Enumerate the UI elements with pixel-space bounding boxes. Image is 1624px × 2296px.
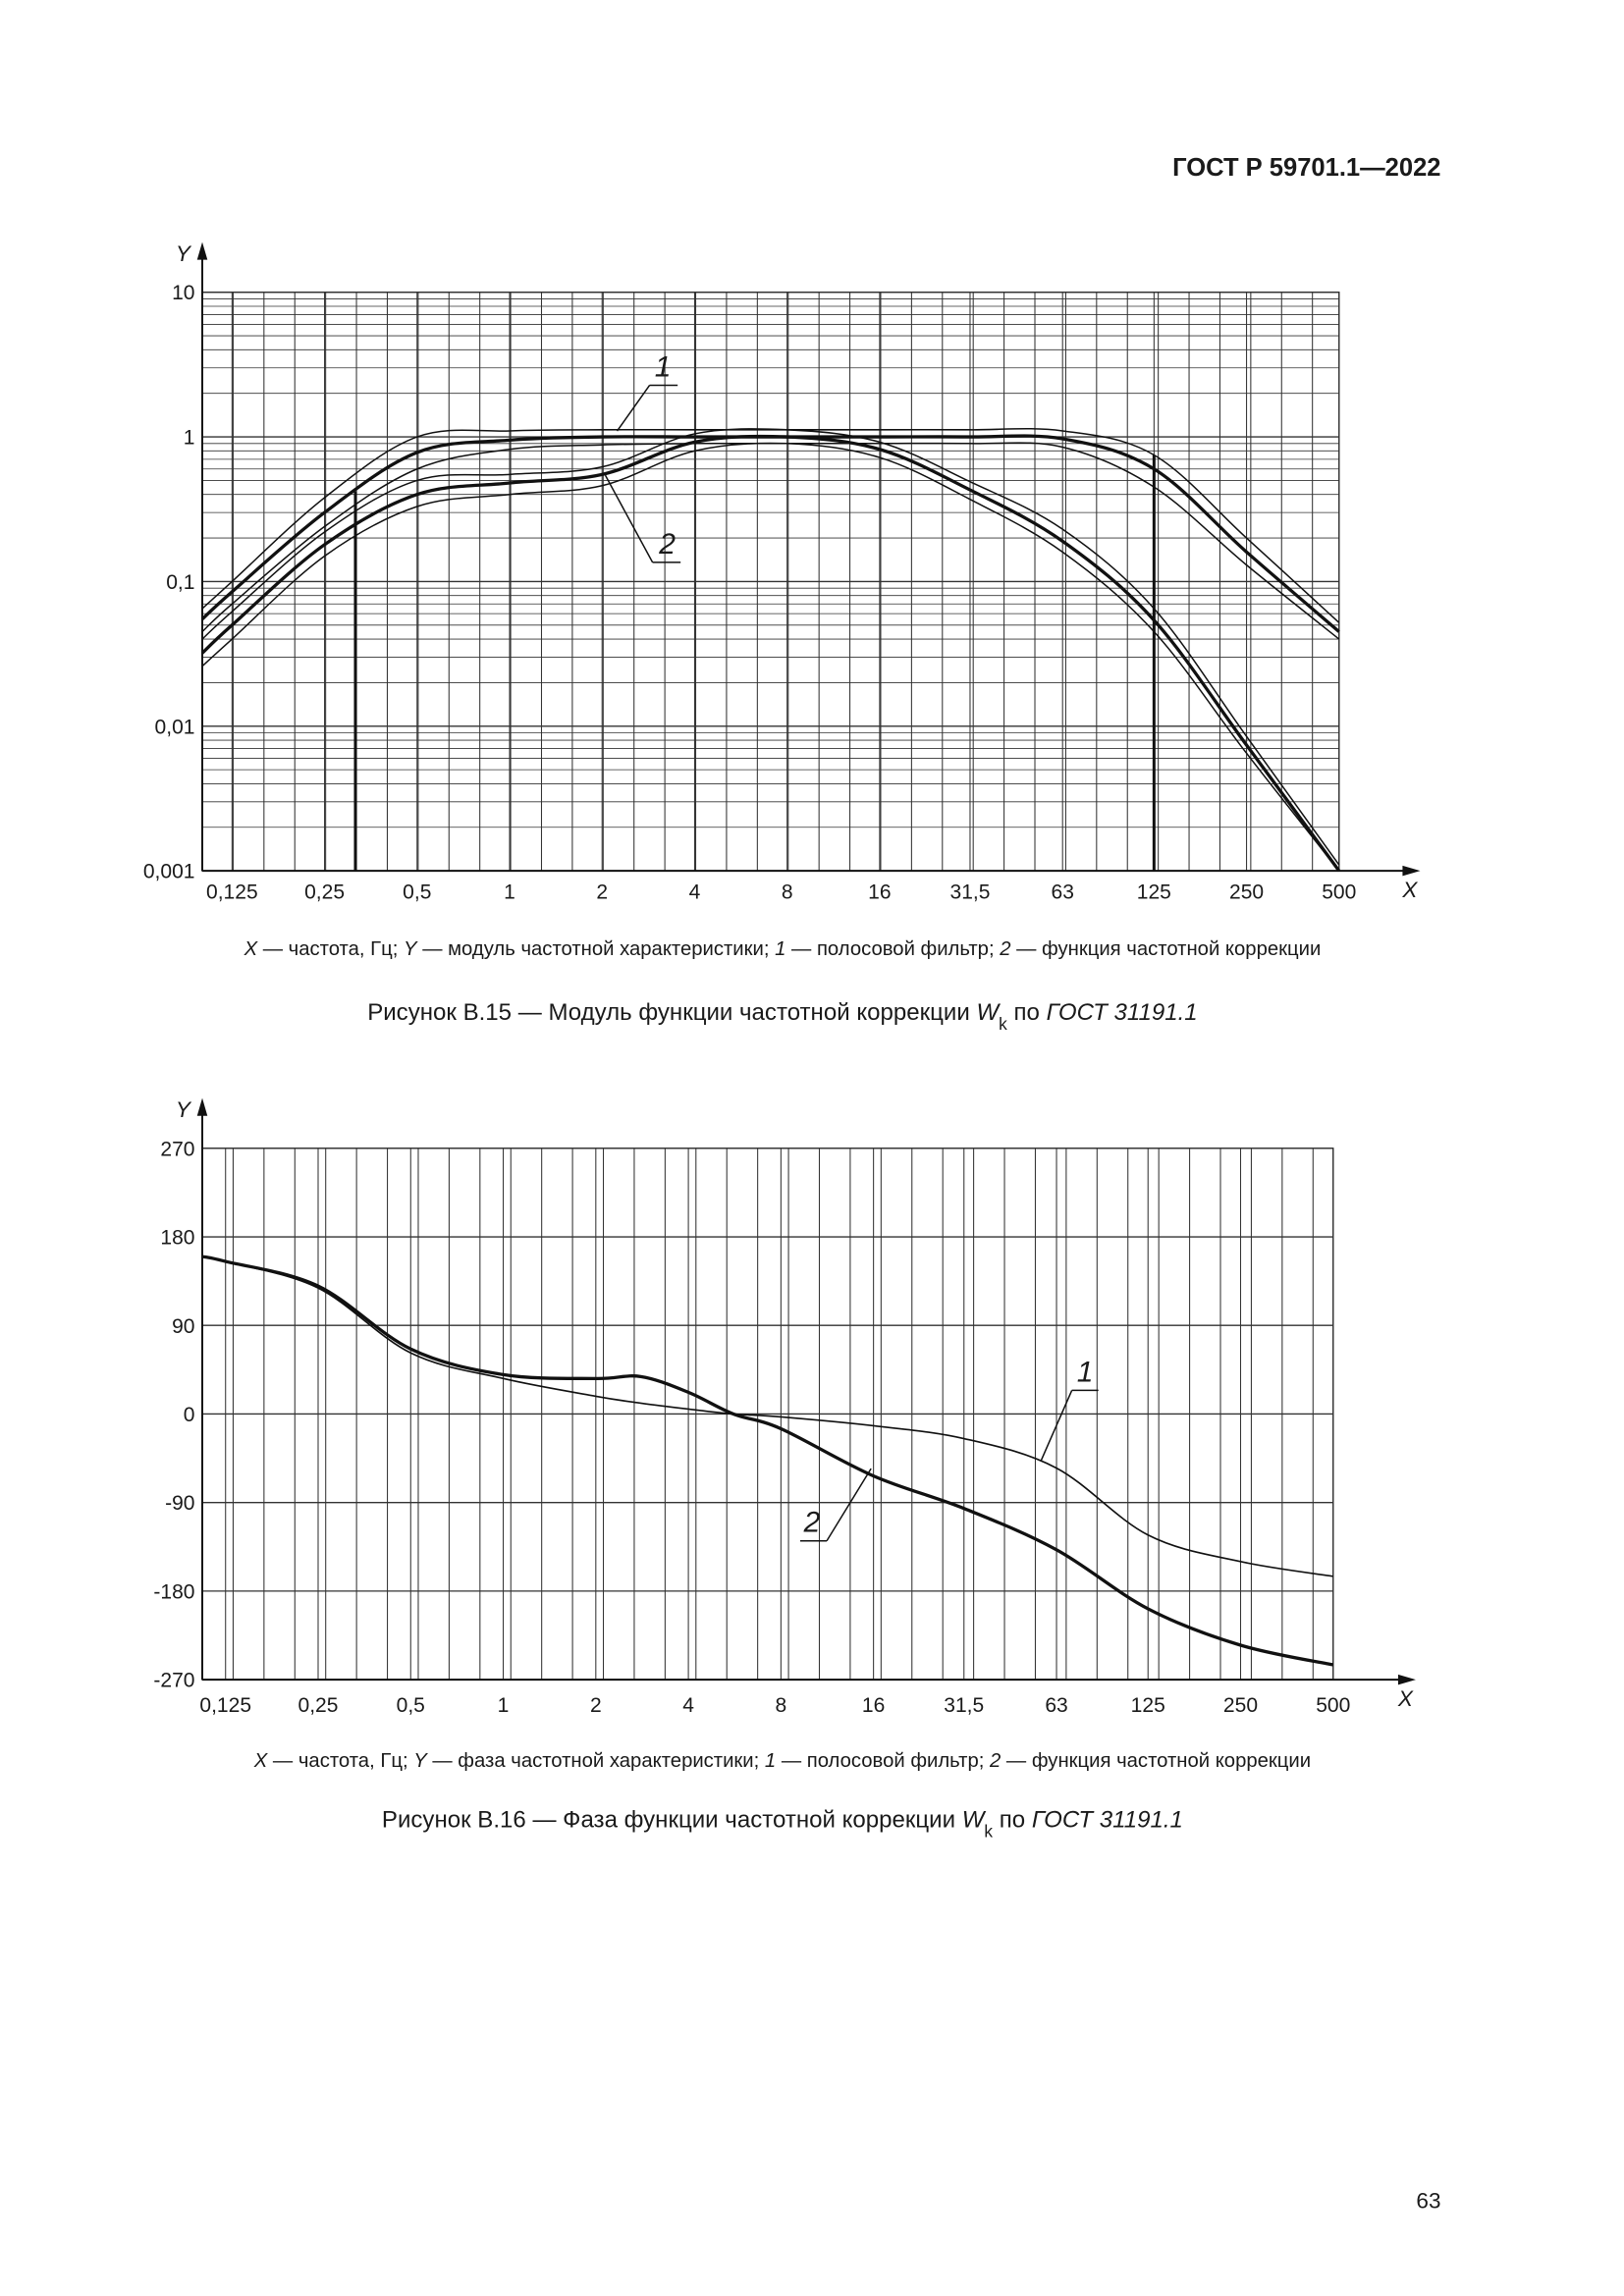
x-tick-label: 0,25 xyxy=(304,881,345,904)
x-tick-label: 2 xyxy=(590,1694,602,1717)
x-tick-label: 0,5 xyxy=(397,1694,425,1717)
figure-legend-note: X — частота, Гц; Y — фаза частотной хара… xyxy=(253,1750,1311,1772)
y-axis-label: Y xyxy=(176,241,192,266)
x-tick-label: 0,125 xyxy=(206,881,258,904)
curve-annotation: 1 xyxy=(1077,1356,1094,1388)
curve xyxy=(200,434,1341,873)
text-run: Y xyxy=(404,938,418,960)
text-run: по xyxy=(1007,999,1047,1026)
x-axis-label: X xyxy=(1397,1686,1414,1711)
text-run: k xyxy=(984,1821,993,1841)
text-run: 2 xyxy=(989,1750,1001,1772)
y-axis-label: Y xyxy=(176,1097,192,1122)
y-tick-label: 270 xyxy=(160,1138,194,1160)
chart: 0,001 0,01 0,1 1 10 0,125 0,25 0,5 1 2 4 8 16 31,5 63 1… xyxy=(143,241,1421,1034)
text-run: Рисунок В.16 — Фаза функции частотной ко… xyxy=(382,1806,962,1833)
x-tick-label: 8 xyxy=(782,881,793,904)
x-tick-label: 16 xyxy=(868,881,891,904)
curve xyxy=(201,1255,1333,1577)
curve-annotation: 1 xyxy=(655,350,672,383)
x-tick-label: 0,5 xyxy=(403,881,431,904)
text-run: X xyxy=(244,938,259,960)
curve xyxy=(201,1255,1334,1667)
y-tick-label: 10 xyxy=(172,282,194,304)
text-run: 1 xyxy=(775,938,785,960)
x-tick-label: 2 xyxy=(596,881,608,904)
figure-caption: Рисунок В.16 — Фаза функции частотной ко… xyxy=(382,1806,1183,1841)
y-tick-label: -90 xyxy=(165,1492,194,1515)
text-run: ГОСТ 31191.1 xyxy=(1047,999,1198,1026)
text-run: 1 xyxy=(765,1750,776,1772)
text-run: ГОСТ 31191.1 xyxy=(1032,1806,1183,1833)
y-tick-label: 0,1 xyxy=(166,571,194,594)
x-tick-label: 16 xyxy=(862,1694,885,1717)
x-tick-label: 250 xyxy=(1223,1694,1258,1717)
text-run: k xyxy=(999,1014,1007,1034)
y-tick-label: 0 xyxy=(184,1404,195,1426)
y-tick-label: 0,01 xyxy=(155,716,195,738)
curve-annotation: 2 xyxy=(803,1507,821,1539)
y-tick-label: 90 xyxy=(172,1315,194,1338)
x-tick-label: 63 xyxy=(1051,881,1073,904)
y-tick-label: 0,001 xyxy=(143,861,195,883)
x-tick-label: 31,5 xyxy=(944,1694,984,1717)
x-tick-label: 500 xyxy=(1322,881,1356,904)
x-tick-label: 8 xyxy=(776,1694,787,1717)
x-tick-label: 1 xyxy=(498,1694,510,1717)
x-tick-label: 4 xyxy=(682,1694,694,1717)
y-tick-label: 1 xyxy=(184,427,195,450)
x-tick-label: 63 xyxy=(1045,1694,1067,1717)
x-tick-label: 500 xyxy=(1316,1694,1350,1717)
text-run: — фаза частотной характеристики; xyxy=(427,1750,765,1772)
text-run: W xyxy=(976,999,1001,1026)
annotation-leader xyxy=(1040,1390,1073,1462)
annotation-leader xyxy=(604,474,654,563)
y-tick-label: 180 xyxy=(160,1227,194,1250)
curve xyxy=(201,442,1340,872)
y-tick-label: -180 xyxy=(153,1580,194,1603)
x-tick-label: 125 xyxy=(1137,881,1171,904)
text-run: X xyxy=(253,1750,269,1772)
curve-annotation: 2 xyxy=(658,528,676,561)
x-tick-label: 1 xyxy=(504,881,515,904)
curve xyxy=(201,428,1340,623)
text-run: — полосовой фильтр; xyxy=(785,938,1000,960)
text-run: W xyxy=(962,1806,987,1833)
text-run: — функция частотной коррекции xyxy=(1011,938,1322,960)
x-axis-label: X xyxy=(1401,878,1418,902)
text-run: Y xyxy=(413,1750,428,1772)
annotation-leader xyxy=(826,1468,872,1542)
x-axis-arrow xyxy=(1397,1674,1416,1685)
figure-caption: Рисунок В.15 — Модуль функции частотной … xyxy=(367,999,1197,1034)
text-run: 2 xyxy=(999,938,1010,960)
text-run: — частота, Гц; xyxy=(257,938,404,960)
x-axis-arrow xyxy=(1402,865,1421,877)
x-tick-label: 0,125 xyxy=(199,1694,251,1717)
y-axis-arrow xyxy=(196,241,208,260)
annotation-leader xyxy=(616,385,651,432)
y-tick-label: -270 xyxy=(153,1670,194,1692)
y-axis-arrow xyxy=(196,1097,208,1116)
text-run: — частота, Гц; xyxy=(267,1750,413,1772)
text-run: по xyxy=(993,1806,1032,1833)
text-run: Рисунок В.15 — Модуль функции частотной … xyxy=(367,999,976,1026)
x-tick-label: 0,25 xyxy=(298,1694,339,1717)
text-run: — модуль частотной характеристики; xyxy=(417,938,776,960)
x-tick-label: 250 xyxy=(1229,881,1264,904)
header: ГОСТ Р 59701.1—2022 xyxy=(1172,154,1440,182)
x-tick-label: 125 xyxy=(1131,1694,1165,1717)
x-tick-label: 31,5 xyxy=(949,881,990,904)
page-number: 63 xyxy=(1416,2188,1440,2213)
x-tick-label: 4 xyxy=(689,881,701,904)
text-run: — полосовой фильтр; xyxy=(776,1750,990,1772)
text-run: — функция частотной коррекции xyxy=(1001,1750,1311,1772)
curve xyxy=(201,428,1340,866)
figure-legend-note: X — частота, Гц; Y — модуль частотной ха… xyxy=(244,938,1322,960)
